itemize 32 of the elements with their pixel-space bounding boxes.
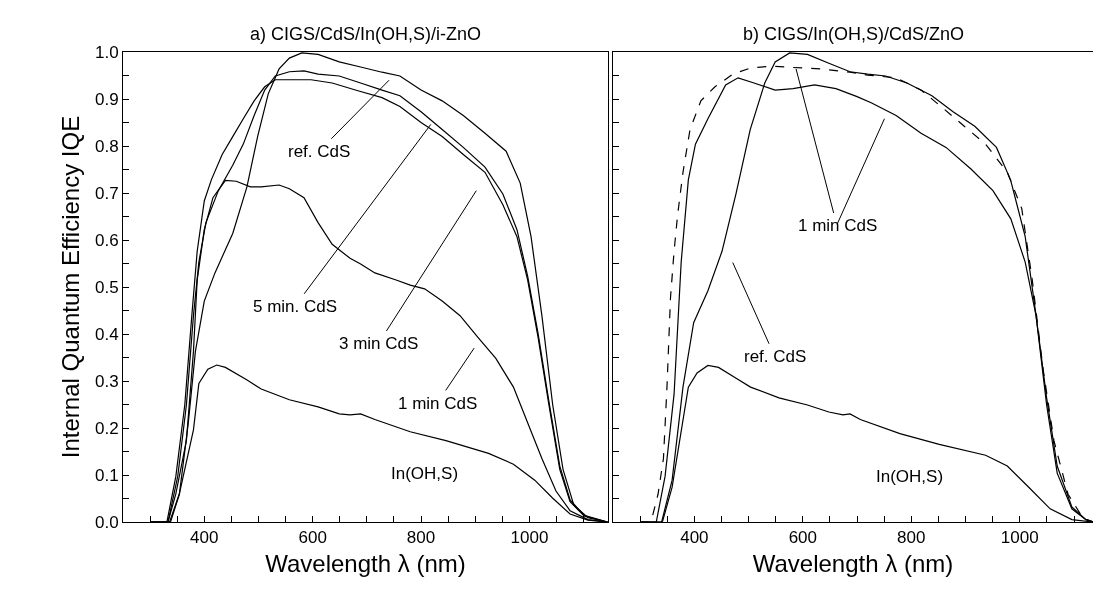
annotation: 1 min CdS <box>798 216 878 235</box>
annotation: 3 min CdS <box>339 334 419 353</box>
chart-title: b) CIGS/In(OH,S)/CdS/ZnO <box>743 24 965 44</box>
y-tick-label: 0.7 <box>94 183 119 203</box>
y-tick-label: 0.6 <box>94 230 119 250</box>
y-tick-label: 0.0 <box>94 512 119 532</box>
annotation: 1 min CdS <box>398 394 478 413</box>
x-tick-label: 400 <box>190 528 219 548</box>
x-axis-title: Wavelength λ (nm) <box>265 549 466 577</box>
y-tick-label: 0.8 <box>94 136 119 156</box>
annotation: ref. CdS <box>744 347 807 366</box>
y-tick-label: 0.4 <box>94 324 119 344</box>
x-axis-title: Wavelength λ (nm) <box>752 549 954 577</box>
x-tick-label: 800 <box>897 528 926 548</box>
x-tick-label: 800 <box>406 528 436 548</box>
y-axis-title: Internal Quantum Efficiency IQE <box>57 115 85 459</box>
y-tick-label: 0.5 <box>94 277 119 297</box>
y-tick-label: 0.2 <box>94 418 119 438</box>
chart-title: a) CIGS/CdS/In(OH,S)/i-ZnO <box>250 24 482 44</box>
x-tick-label: 1000 <box>510 528 549 548</box>
y-tick-label: 0.3 <box>94 371 119 391</box>
y-tick-label: 1.0 <box>94 42 119 62</box>
y-tick-label: 0.1 <box>94 465 119 485</box>
annotation: 5 min. CdS <box>253 297 338 316</box>
y-tick-label: 0.9 <box>94 89 119 109</box>
x-tick-label: 600 <box>788 528 818 548</box>
x-tick-label: 600 <box>298 528 327 548</box>
annotation: In(OH,S) <box>391 464 459 483</box>
annotation: ref. CdS <box>288 142 351 161</box>
x-tick-label: 400 <box>680 528 709 548</box>
x-tick-label: 1000 <box>1000 528 1039 548</box>
annotation: In(OH,S) <box>876 467 944 486</box>
